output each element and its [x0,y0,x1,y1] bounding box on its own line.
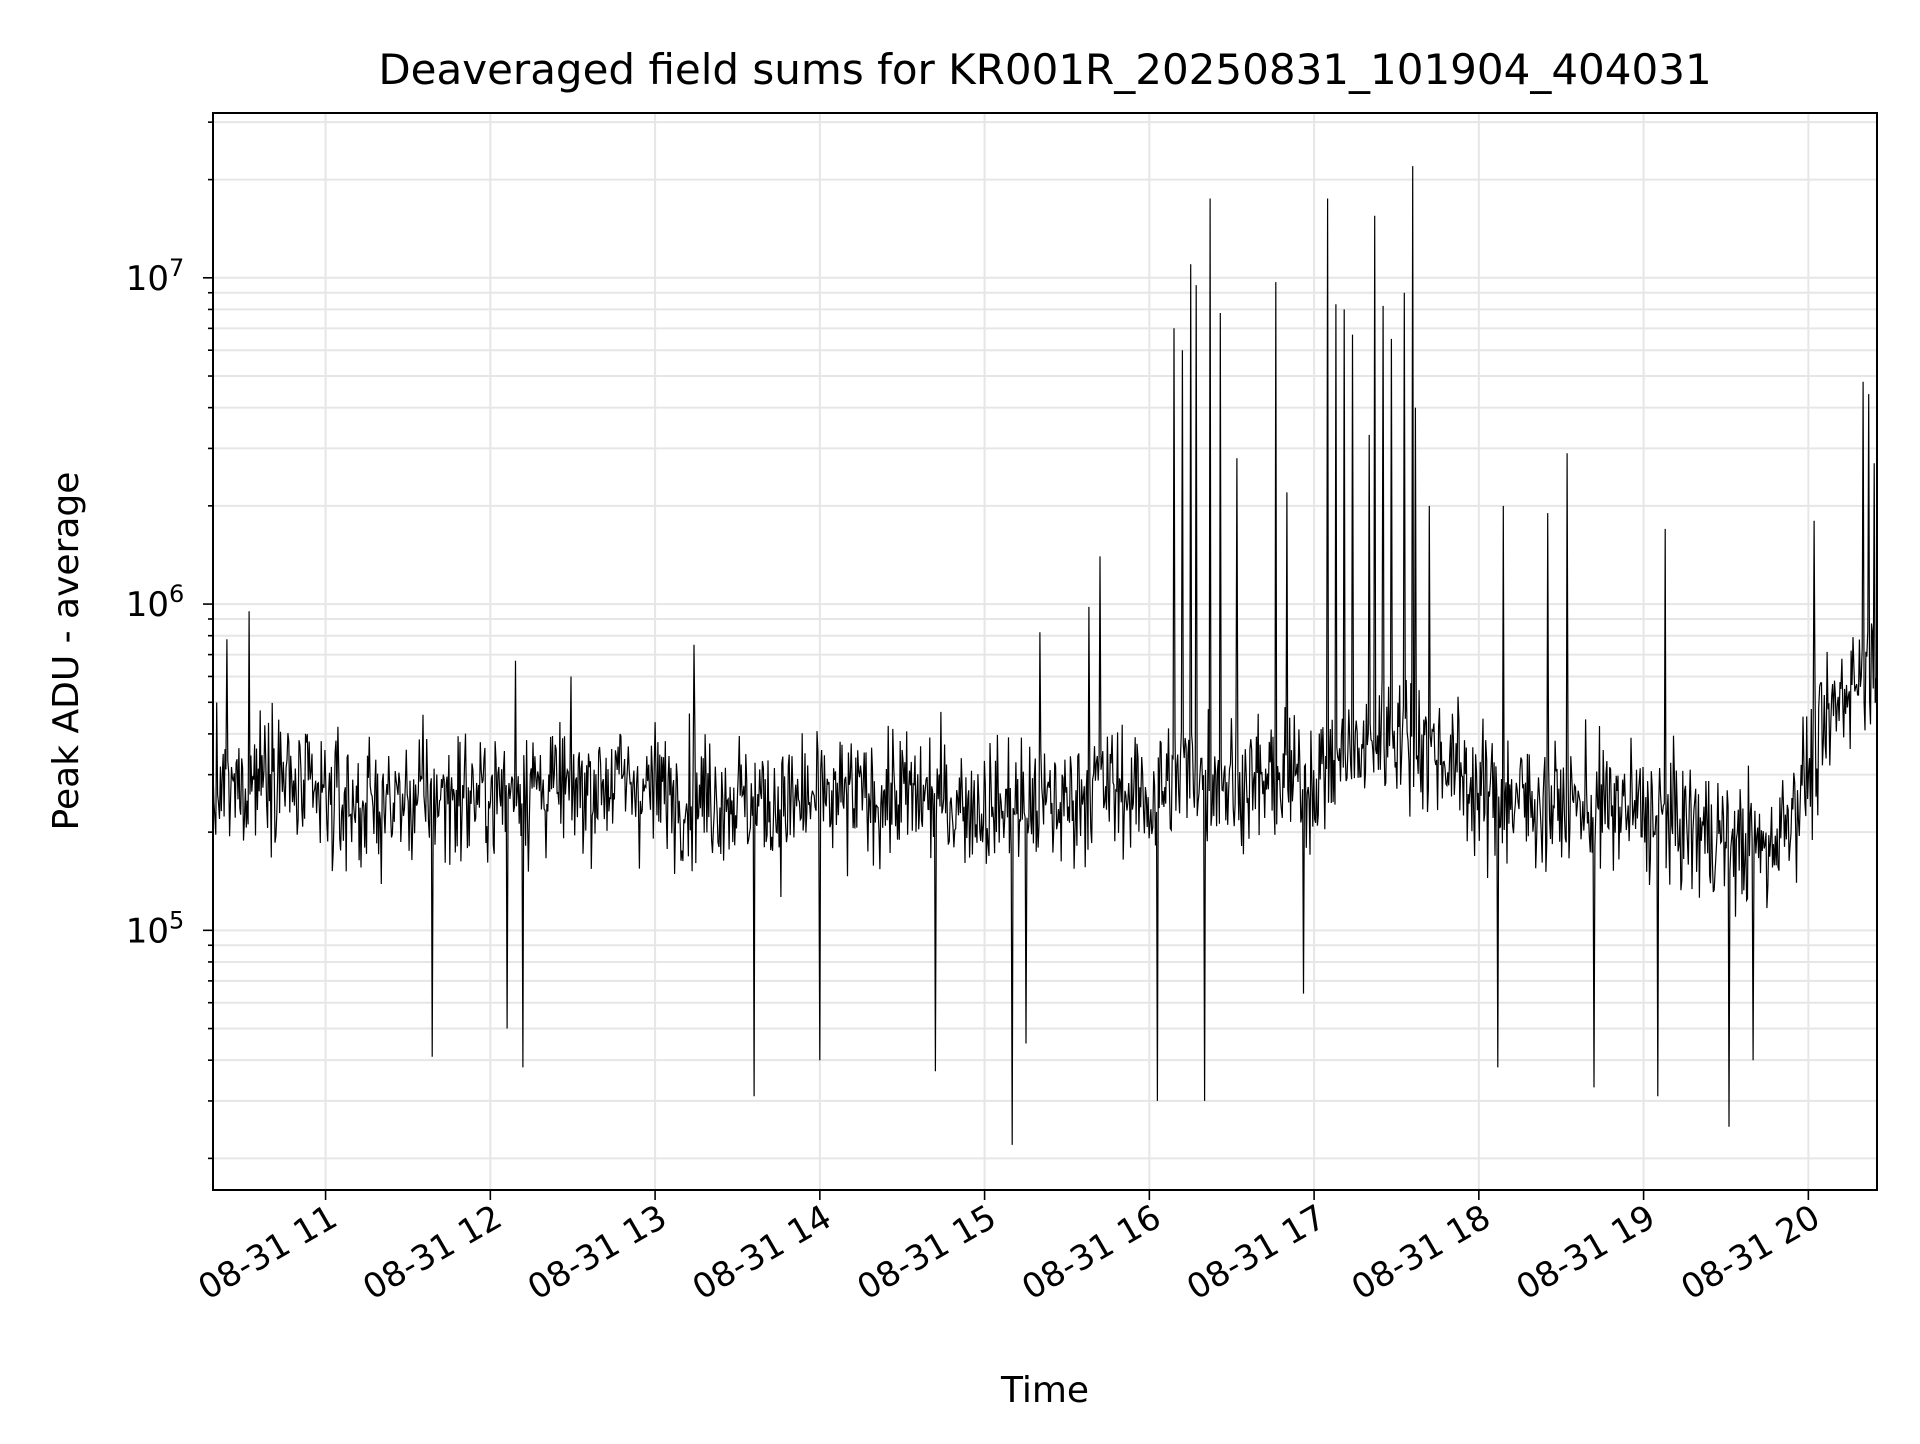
y-axis-label: Peak ADU - average [46,472,87,831]
plot-frame [212,112,1878,1191]
plot-area [213,166,1877,1145]
y-tick-label: 106 [126,580,185,625]
y-tick-label: 105 [126,906,185,951]
x-axis-label: Time [1000,1370,1089,1411]
y-tick-label: 107 [126,254,185,299]
series-line [213,166,1877,1145]
chart-title: Deaveraged field sums for KR001R_2025083… [378,45,1711,94]
